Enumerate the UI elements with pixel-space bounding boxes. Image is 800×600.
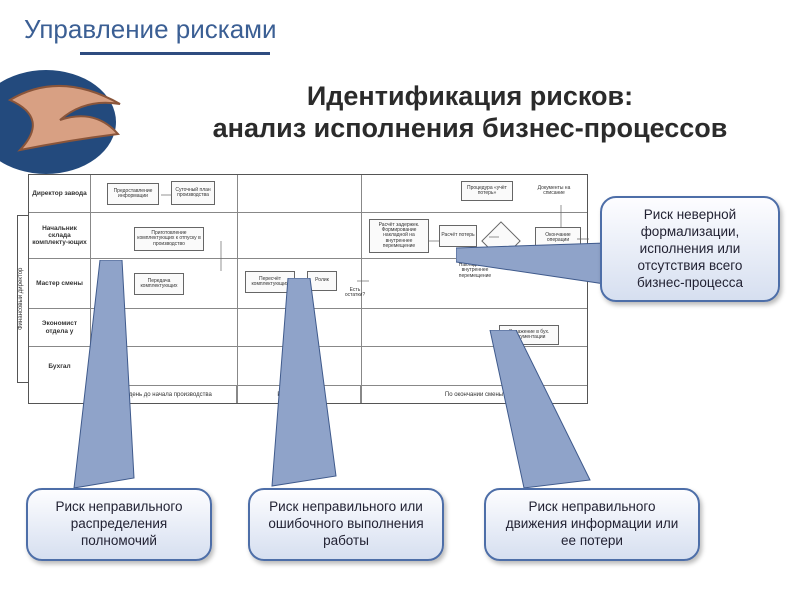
callout-bottom-right: Риск неправильного движения информации и…	[484, 488, 700, 561]
title-underline	[80, 52, 270, 55]
lane-label: Начальник склада комплекту-ющих	[29, 213, 91, 258]
corner-decoration	[0, 60, 140, 180]
heading-line-1: Идентификация рисков:	[307, 81, 633, 111]
main-heading: Идентификация рисков: анализ исполнения …	[170, 80, 770, 145]
proc-box: Процедура «учёт потерь»	[461, 181, 513, 201]
proc-label: Документы на списание	[529, 181, 579, 201]
proc-box: Суточный план производства	[171, 181, 215, 205]
callout-pointer	[60, 260, 170, 510]
callout-top-right: Риск неверной формализации, исполнения и…	[600, 196, 780, 302]
callout-pointer	[258, 278, 368, 508]
proc-box: Предоставление информации	[107, 183, 159, 205]
heading-line-2: анализ исполнения бизнес-процессов	[213, 113, 728, 143]
page-title: Управление рисками	[24, 14, 277, 45]
callout-bottom-left: Риск неправильного распределения полномо…	[26, 488, 212, 561]
callout-pointer	[470, 330, 610, 500]
proc-box: Приготовление комплектующих к отпуску в …	[134, 227, 204, 251]
proc-box: Расчёт задержек. Формирование накладной …	[369, 219, 429, 253]
callout-bottom-mid: Риск неправильного или ошибочного выполн…	[248, 488, 444, 561]
lane-label: Директор завода	[29, 175, 91, 212]
swimlane-side-label: Финансовый директор	[17, 215, 29, 383]
